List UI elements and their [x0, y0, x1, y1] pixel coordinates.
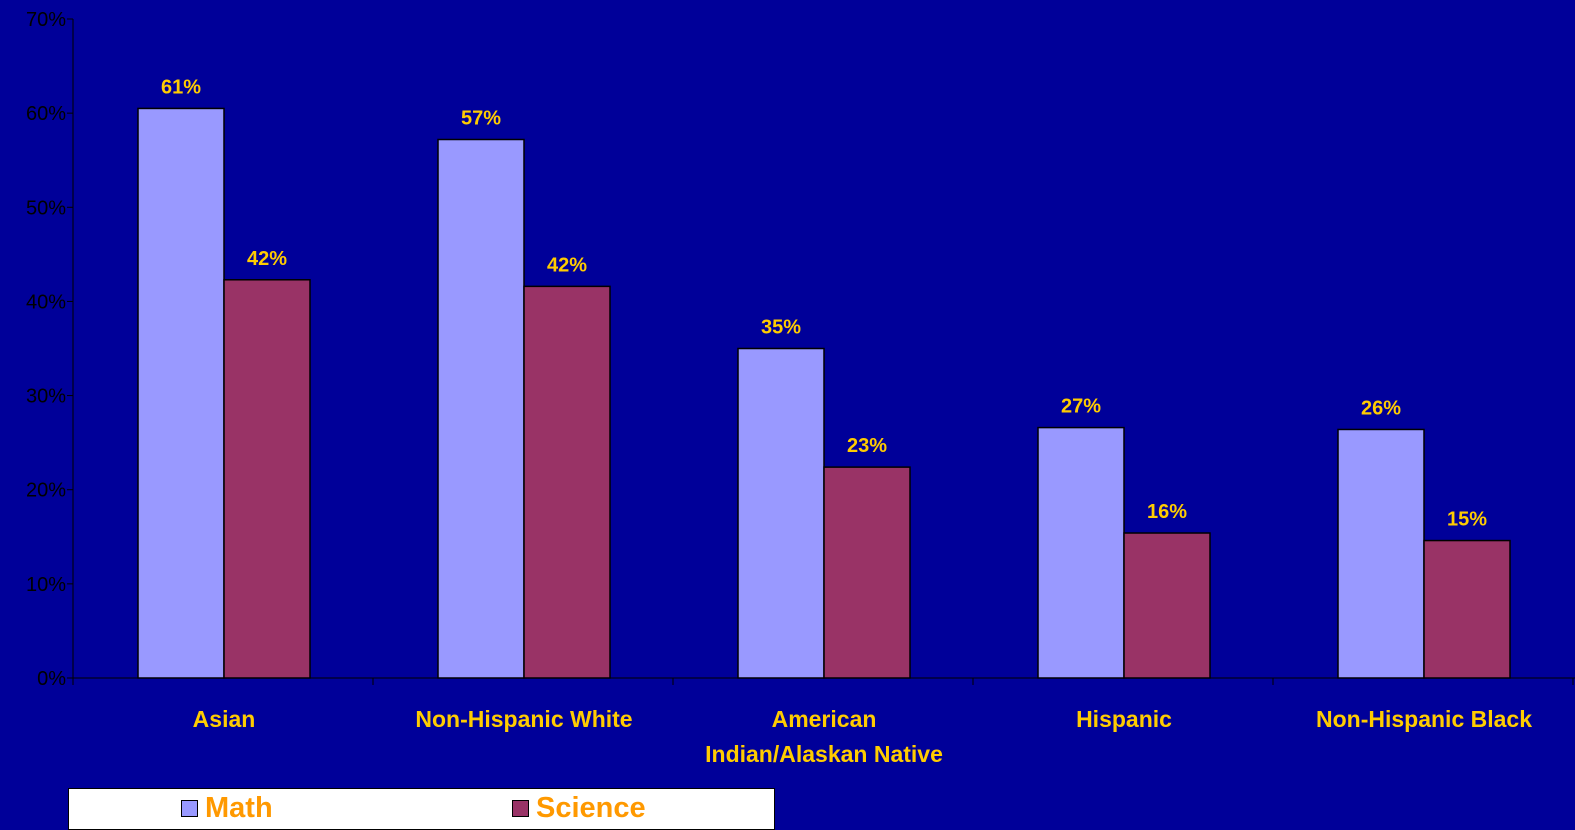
legend-label-science: Science: [536, 792, 646, 824]
bar-math-asian: [137, 107, 225, 679]
x-category-label: American Indian/Alaskan Native: [705, 706, 943, 767]
x-category-label: Non-Hispanic Black: [1316, 706, 1532, 732]
bar-science-non-hispanic-black: [1423, 539, 1511, 679]
x-category-label-line: Non-Hispanic White: [415, 706, 632, 732]
y-tick-label: 50%: [26, 197, 66, 219]
x-category-label: Asian: [193, 706, 256, 732]
chart-legend: Math Science: [68, 788, 775, 830]
data-label-math: 27%: [1061, 396, 1101, 418]
x-category-label-line: Indian/Alaskan Native: [705, 741, 943, 767]
x-category-label: Non-Hispanic White: [415, 706, 632, 732]
data-label-science: 15%: [1447, 509, 1487, 531]
y-tick-label: 30%: [26, 386, 66, 408]
y-tick-label: 60%: [26, 103, 66, 125]
bar-science-non-hispanic-white: [523, 285, 611, 679]
bar-math-non-hispanic-white: [437, 138, 525, 679]
legend-swatch-math: [181, 800, 198, 817]
legend-item-math: Math: [181, 792, 273, 825]
x-category-label-line: Asian: [193, 706, 256, 732]
data-label-math: 35%: [761, 317, 801, 339]
y-tick-label: 10%: [26, 574, 66, 596]
bar-math-non-hispanic-black: [1337, 428, 1425, 679]
y-tick-label: 20%: [26, 480, 66, 502]
legend-label-math: Math: [205, 792, 273, 824]
data-label-math: 61%: [161, 76, 201, 98]
bar-chart-svg: 0% 10% 20% 30% 40% 50% 60% 70% 61% 42% Asian 57% 42%…: [26, 9, 1575, 767]
y-tick-label: 70%: [26, 9, 66, 31]
bar-science-american-indian-alaskan-native: [823, 466, 911, 679]
y-tick-label: 40%: [26, 291, 66, 313]
data-label-science: 42%: [547, 254, 587, 276]
bar-math-american-indian-alaskan-native: [737, 347, 825, 679]
x-category-label-line: Non-Hispanic Black: [1316, 706, 1532, 732]
data-label-science: 16%: [1147, 501, 1187, 523]
legend-swatch-science: [512, 800, 529, 817]
data-label-math: 26%: [1361, 397, 1401, 419]
data-label-science: 23%: [847, 435, 887, 457]
x-category-label: Hispanic: [1076, 706, 1172, 732]
data-label-science: 42%: [247, 248, 287, 270]
bar-math-hispanic: [1037, 426, 1125, 679]
data-label-math: 57%: [461, 108, 501, 130]
x-category-label-line: Hispanic: [1076, 706, 1172, 732]
x-category-label-line: American: [772, 706, 877, 732]
legend-item-science: Science: [512, 792, 646, 825]
bar-science-hispanic: [1123, 532, 1211, 679]
y-tick-label: 0%: [37, 668, 66, 690]
bar-science-asian: [223, 279, 311, 679]
